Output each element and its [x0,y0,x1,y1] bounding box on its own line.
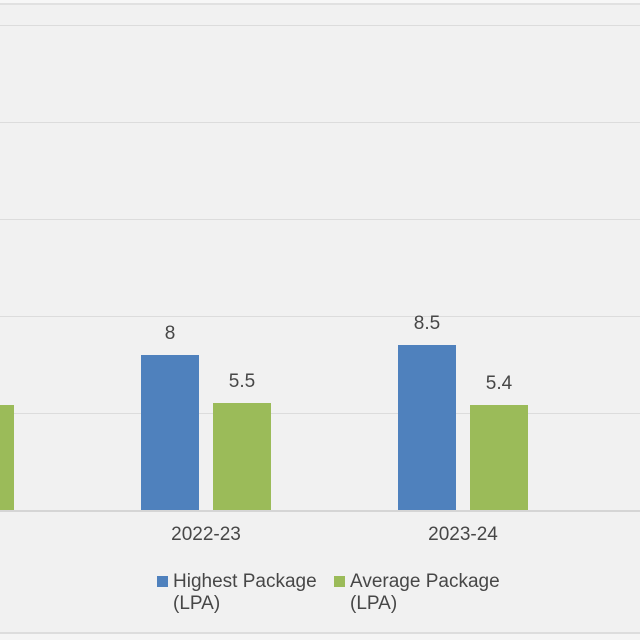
legend-swatch-icon [157,576,168,587]
gridline-y-15 [0,219,640,220]
top-edge-line [0,3,640,5]
gridline-y-5 [0,413,640,414]
bottom-edge-strip [0,634,640,640]
legend-swatch-icon [334,576,345,587]
data-label-average-package-lpa-2022-23: 5.5 [228,371,256,393]
legend-item-highest-package-lpa[interactable]: Highest Package (LPA) [157,571,333,615]
gridline-y-20 [0,122,640,123]
bar-average-package-lpa-clipped[interactable] [0,405,14,510]
legend-label: Average Package (LPA) [350,571,500,614]
data-label-highest-package-lpa-2023-24: 8.5 [413,313,441,335]
gridline-y-25 [0,25,640,26]
data-label-highest-package-lpa-2022-23: 8 [164,322,176,344]
data-label-average-package-lpa-2023-24: 5.4 [485,373,513,395]
bar-highest-package-lpa-2022-23[interactable] [141,354,199,510]
top-edge-strip [0,0,640,3]
bar-average-package-lpa-2022-23[interactable] [213,403,271,510]
bar-highest-package-lpa-2023-24[interactable] [398,345,456,510]
bar-average-package-lpa-2023-24[interactable] [470,405,528,510]
x-axis-label-2022-23: 2022-23 [171,524,241,545]
x-axis-label-2023-24: 2023-24 [428,524,498,545]
gridline-y-10 [0,316,640,317]
legend-item-average-package-lpa[interactable]: Average Package (LPA) [334,571,510,615]
x-axis-line [0,510,640,512]
bottom-edge-line [0,632,640,634]
legend-label: Highest Package (LPA) [173,571,317,614]
